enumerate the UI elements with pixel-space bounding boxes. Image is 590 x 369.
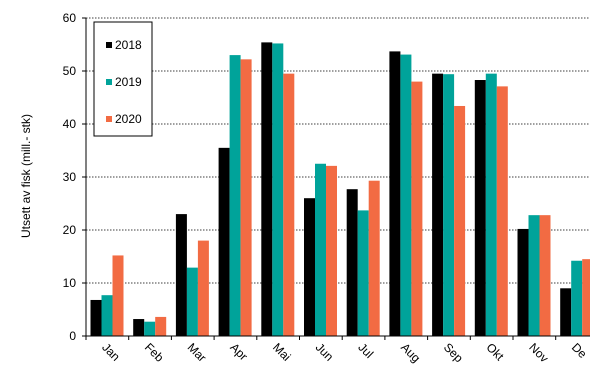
- bar-2019-Okt: [485, 73, 497, 337]
- legend-swatch-2019: [106, 79, 112, 85]
- bar-2020-Okt: [496, 86, 508, 337]
- bar-2020-Mar: [197, 240, 209, 336]
- y-axis-label: Utsett av fisk (mill.- stk): [19, 114, 33, 238]
- bar-2019-Jun: [315, 163, 326, 336]
- y-tick-label: 60: [63, 11, 77, 25]
- bar-2018-Apr: [218, 147, 230, 336]
- bar-2019-Mar: [186, 267, 198, 336]
- bar-2018-Jun: [304, 198, 315, 336]
- bar-2018-Des: [560, 288, 572, 336]
- bar-2020-Apr: [240, 59, 252, 337]
- bar-2020-Jan: [112, 255, 124, 336]
- bar-2020-Nov: [539, 215, 551, 336]
- y-tick-label: 30: [63, 170, 77, 184]
- bar-2019-Apr: [229, 55, 241, 336]
- bar-2018-Jul: [346, 189, 358, 336]
- bar-2020-Des: [582, 259, 590, 336]
- bar-2019-Nov: [528, 215, 540, 336]
- y-tick-label: 40: [63, 117, 77, 131]
- legend-swatch-2018: [106, 42, 112, 48]
- bar-2019-Jul: [357, 210, 369, 336]
- x-tick-label: Jun: [313, 340, 337, 364]
- bar-2019-Sep: [443, 74, 455, 337]
- y-tick-labels: 0 10 20 30 40 50 60: [63, 11, 77, 343]
- y-tick-label: 20: [63, 223, 77, 237]
- y-tick-label: 50: [63, 64, 77, 78]
- bar-2019-Mai: [272, 43, 284, 336]
- bar-2018-Sep: [432, 73, 444, 337]
- grid-lines: [86, 17, 590, 284]
- x-tick-label: De: [569, 340, 590, 361]
- bar-2020-Feb: [155, 316, 167, 336]
- bar-2019-Aug: [400, 54, 412, 336]
- bar-2020-Aug: [411, 81, 423, 336]
- legend-swatch-2020: [106, 116, 112, 122]
- bar-2019-Des: [571, 260, 583, 336]
- bar-2019-Jan: [101, 295, 113, 336]
- x-tick-label: Apr: [227, 340, 250, 363]
- legend-label-2020: 2020: [115, 112, 142, 126]
- bar-2019-Feb: [144, 321, 156, 336]
- x-tick-label: Sep: [441, 340, 466, 365]
- bar-2018-Jan: [90, 299, 102, 336]
- bar-2018-Mai: [261, 42, 273, 336]
- x-tick-label: Jul: [355, 340, 376, 361]
- x-tick-labels: Jan Feb Mar Apr Mai Jun Jul Aug Sep Okt Nov De: [99, 340, 590, 365]
- y-tick-label: 10: [63, 276, 77, 290]
- bar-2020-Jul: [368, 180, 380, 336]
- x-tick-label: Jan: [99, 340, 123, 364]
- x-tick-label: Aug: [398, 340, 423, 365]
- bar-2018-Feb: [133, 319, 145, 336]
- x-tick-label: Nov: [526, 340, 551, 365]
- x-tick-label: Mar: [185, 340, 210, 365]
- legend-label-2019: 2019: [115, 75, 142, 89]
- bar-2018-Mar: [175, 214, 187, 336]
- legend-box: [93, 21, 153, 137]
- x-tick-label: Feb: [142, 340, 167, 365]
- x-tick-label: Mai: [270, 340, 294, 364]
- bar-2020-Mai: [283, 73, 295, 337]
- bar-2018-Aug: [389, 51, 401, 336]
- legend-label-2018: 2018: [115, 38, 142, 52]
- legend: 2018 2019 2020: [93, 21, 153, 137]
- bar-2018-Nov: [517, 228, 529, 336]
- axes: [82, 17, 590, 340]
- bars: [90, 42, 590, 337]
- bar-2020-Sep: [454, 105, 466, 336]
- y-tick-label: 0: [69, 329, 76, 343]
- bar-2020-Jun: [326, 165, 337, 336]
- bar-2018-Okt: [474, 80, 486, 336]
- x-tick-label: Okt: [484, 340, 508, 364]
